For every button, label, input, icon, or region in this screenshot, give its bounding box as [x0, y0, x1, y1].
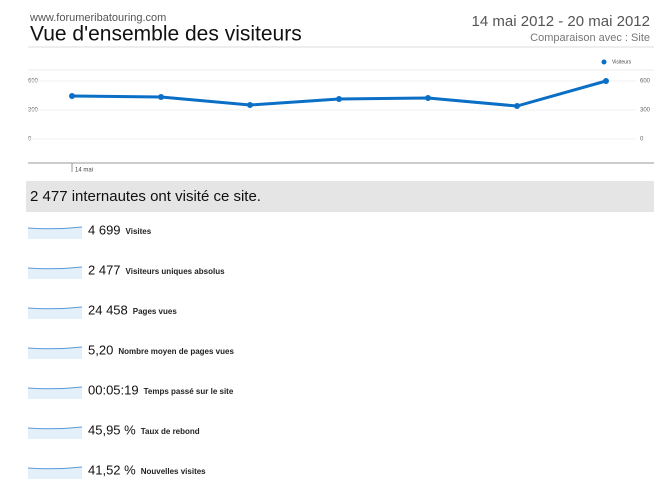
metric-value: 2 477 [88, 262, 121, 277]
summary-bar [26, 181, 654, 212]
sparkline [27, 226, 83, 230]
legend-dot [601, 59, 607, 65]
metric-value: 45,95 % [88, 422, 136, 437]
point [247, 101, 253, 108]
sparkline [27, 386, 83, 390]
metric-label: Visiteurs uniques absolus [126, 267, 226, 276]
y-tick-label: 0 [28, 137, 32, 143]
sparkline [27, 266, 83, 270]
sparkline [27, 306, 83, 310]
point [514, 103, 520, 110]
sparkline-area [28, 347, 82, 359]
line [71, 79, 607, 108]
legend-label: Visiteurs [612, 59, 632, 65]
point [336, 95, 342, 102]
summary: 2 477 internautes ont visité ce site. [30, 188, 261, 205]
metric-label: Taux de rebond [141, 427, 200, 436]
y2-tick-label: 600 [640, 79, 651, 85]
sparkline [27, 466, 83, 470]
sparkline-area [28, 267, 82, 279]
metric-value: 4 699 [88, 222, 121, 237]
sparkline-area [28, 467, 82, 479]
metric-label: Nombre moyen de pages vues [118, 347, 234, 356]
comparison: Comparaison avec : Site [530, 32, 650, 44]
point [69, 92, 75, 99]
metric-value: 24 458 [88, 302, 128, 317]
sparkline-area [28, 387, 82, 399]
title: Vue d'ensemble des visiteurs [30, 23, 302, 46]
metric-value: 5,20 [88, 342, 113, 357]
point [158, 94, 164, 101]
sparkline-area [28, 227, 82, 239]
sparkline-area [28, 427, 82, 439]
metric-label: Nouvelles visites [141, 467, 206, 476]
sparkline [27, 426, 83, 430]
point [603, 78, 609, 84]
x-tick-label: 14 mai [75, 168, 93, 174]
metric-value: 41,52 % [88, 462, 136, 477]
sparkline [27, 346, 83, 350]
site: www.forumeribatouring.com [29, 12, 166, 24]
point [425, 95, 431, 102]
sparkline-area [28, 307, 82, 319]
metric-value: 00:05:19 [88, 382, 139, 397]
date-range: 14 mai 2012 - 20 mai 2012 [472, 13, 650, 30]
metric-label: Pages vues [133, 307, 178, 316]
metric-label: Temps passé sur le site [144, 387, 234, 396]
metric-label: Visites [126, 227, 152, 236]
y-tick-label: 300 [28, 108, 39, 114]
y-tick-label: 600 [28, 79, 39, 85]
y2-tick-label: 0 [640, 137, 644, 143]
y2-tick-label: 300 [640, 108, 651, 114]
